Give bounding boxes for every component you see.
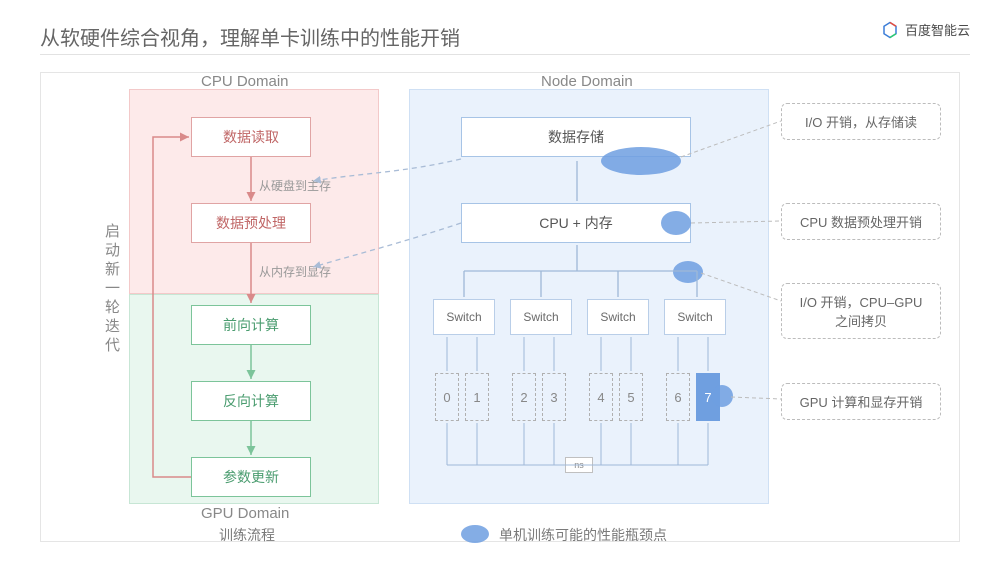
flow-read-box: 数据读取 [191, 117, 311, 157]
node-cpu-mem-box: CPU + 内存 [461, 203, 691, 243]
page-title: 从软硬件综合视角，理解单卡训练中的性能开销 [40, 22, 460, 51]
gpu-1: 1 [465, 373, 489, 421]
legend-bottleneck-label: 单机训练可能的性能瓶颈点 [499, 525, 667, 545]
diagram-canvas: CPU Domain Node Domain GPU Domain 启动新一轮迭… [40, 72, 960, 542]
gpu-0: 0 [435, 373, 459, 421]
callout-io-copy: I/O 开销，CPU–GPU 之间拷贝 [781, 283, 941, 339]
switch-0: Switch [433, 299, 495, 335]
bubble-storage [601, 147, 681, 175]
gpu-domain-label: GPU Domain [201, 505, 289, 522]
iteration-side-label: 启动新一轮迭代 [101, 223, 122, 356]
cpu-domain-label: CPU Domain [201, 73, 289, 90]
mem-to-gpu-label: 从内存到显存 [259, 263, 331, 280]
brand-text: 百度智能云 [905, 20, 970, 39]
flow-backward-box: 反向计算 [191, 381, 311, 421]
switch-2: Switch [587, 299, 649, 335]
gpu-5: 5 [619, 373, 643, 421]
brand-logo: 百度智能云 [881, 20, 970, 39]
callout-cpu-pre: CPU 数据预处理开销 [781, 203, 941, 240]
bubble-io-copy [673, 261, 703, 283]
callout-gpu-cost: GPU 计算和显存开销 [781, 383, 941, 420]
gpu-3: 3 [542, 373, 566, 421]
switch-1: Switch [510, 299, 572, 335]
ns-box: ns [565, 457, 593, 473]
gpu-4: 4 [589, 373, 613, 421]
baidu-cloud-icon [881, 21, 899, 39]
bubble-gpu [711, 385, 733, 407]
node-domain-label: Node Domain [541, 73, 633, 90]
header-divider [40, 54, 970, 55]
flow-preprocess-box: 数据预处理 [191, 203, 311, 243]
gpu-2: 2 [512, 373, 536, 421]
legend-bubble-icon [461, 525, 489, 543]
callout-io-storage: I/O 开销，从存储读 [781, 103, 941, 140]
disk-to-mem-label: 从硬盘到主存 [259, 177, 331, 194]
legend-flow-label: 训练流程 [219, 525, 275, 545]
bubble-cpu [661, 211, 691, 235]
gpu-6: 6 [666, 373, 690, 421]
flow-update-box: 参数更新 [191, 457, 311, 497]
switch-3: Switch [664, 299, 726, 335]
flow-forward-box: 前向计算 [191, 305, 311, 345]
